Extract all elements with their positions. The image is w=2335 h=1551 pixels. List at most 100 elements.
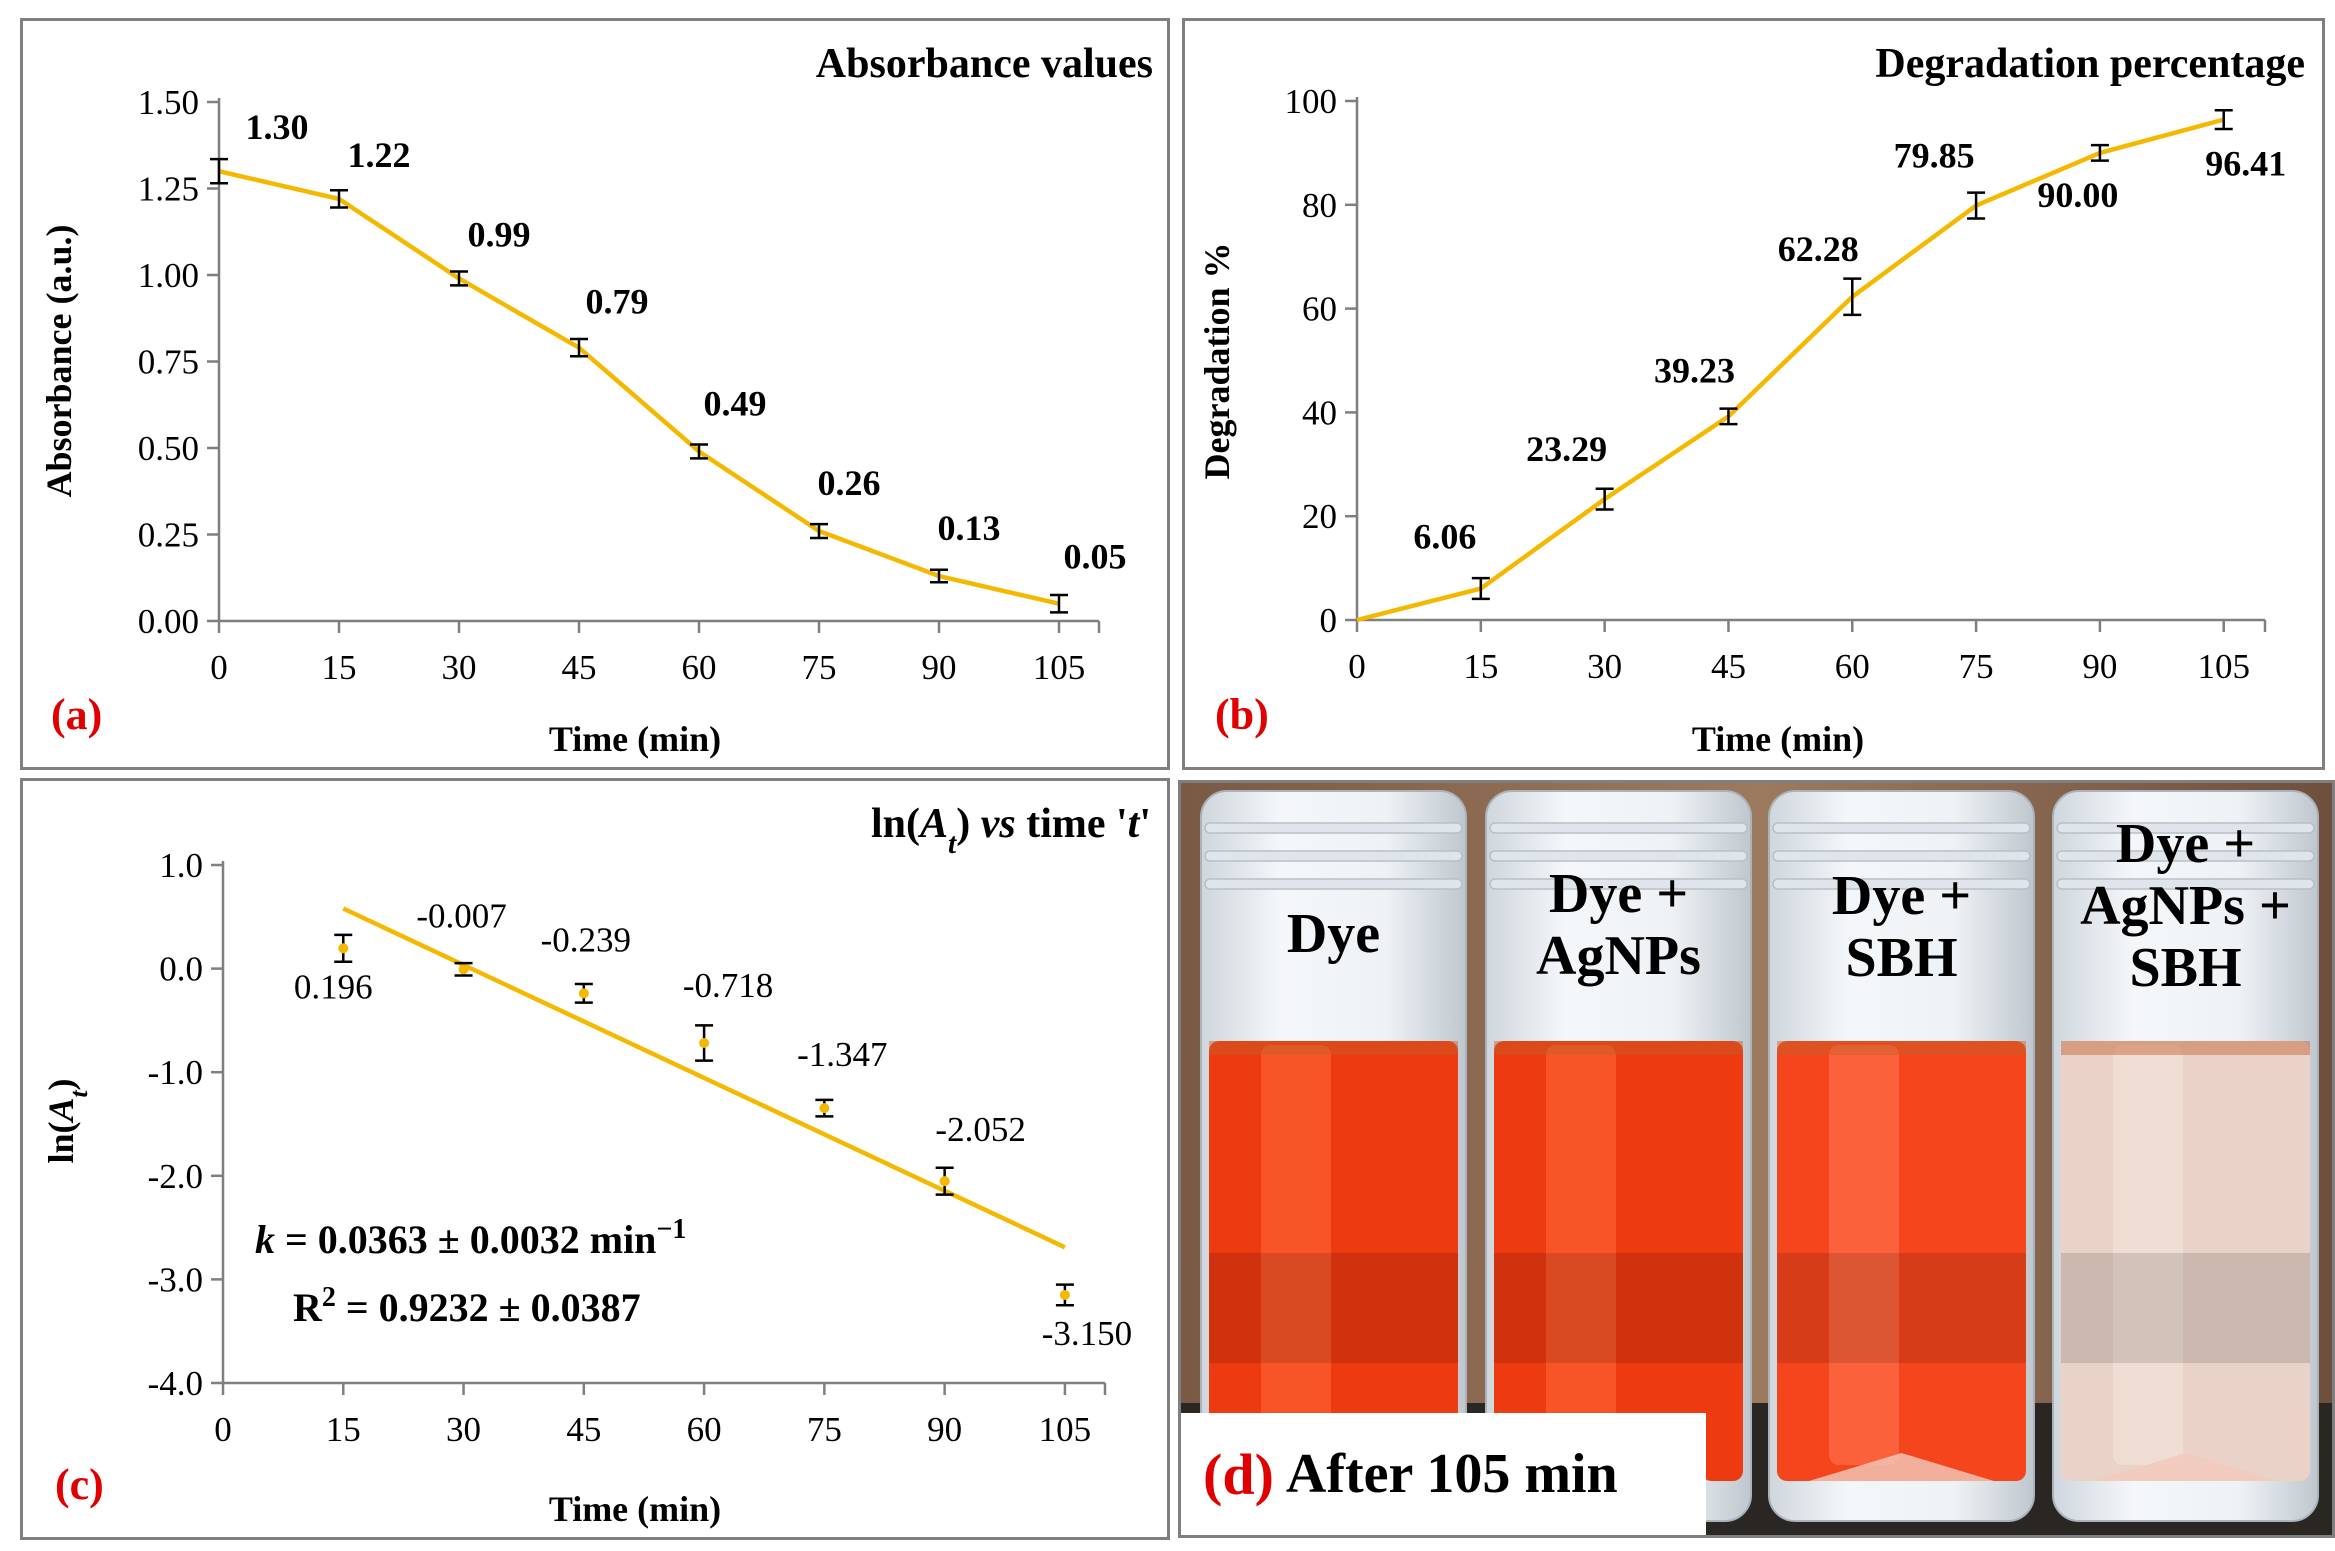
r-squared-part: R [293, 1285, 323, 1330]
chart-title: ln(At) vs time 't' [871, 801, 1151, 860]
data-point [699, 1037, 710, 1048]
vial-thread [2056, 850, 2315, 862]
vial-thread [1772, 878, 2031, 890]
vial-thread [1772, 850, 2031, 862]
chart-title-part: t [948, 828, 957, 860]
vial-label: Dye [1181, 903, 1486, 965]
data-label: 0.13 [938, 508, 1001, 548]
vial-thread [1772, 822, 2031, 834]
x-tick-label: 0 [210, 648, 228, 687]
chart-title-part: ) [956, 801, 981, 847]
vial-bottom [1809, 1453, 1994, 1481]
data-label: 39.23 [1654, 350, 1735, 390]
vial-label-line: Dye + [1548, 863, 1689, 925]
data-label: 0.05 [1064, 537, 1127, 577]
x-axis-label: Time (min) [549, 1489, 721, 1529]
data-label: 96.41 [2205, 144, 2286, 184]
data-point [1059, 1289, 1070, 1300]
y-axis-label: ln(At) [41, 1078, 93, 1163]
vial [1485, 790, 1752, 1522]
x-tick-label: 45 [1711, 647, 1746, 686]
r-squared: R2 = 0.9232 ± 0.0387 [293, 1282, 641, 1331]
data-label: 0.196 [294, 967, 373, 1006]
vial-label-line: AgNPs [1536, 925, 1701, 987]
data-label: 1.30 [246, 107, 309, 147]
y-axis-label: Degradation % [1197, 243, 1237, 480]
y-tick-label: -3.0 [148, 1260, 203, 1299]
y-tick-label: -2.0 [148, 1157, 203, 1196]
vial-meniscus [1209, 1041, 1458, 1055]
x-tick-label: 60 [1835, 647, 1870, 686]
x-tick-label: 60 [682, 648, 717, 687]
x-tick-label: 30 [442, 648, 477, 687]
y-tick-label: 0 [1320, 601, 1338, 640]
data-label: -0.718 [683, 966, 773, 1005]
x-tick-label: 30 [1587, 647, 1622, 686]
vial-label-line: Dye [1286, 903, 1381, 965]
vial-shadow-band [1209, 1253, 1458, 1363]
vial-label-line: Dye + [1831, 865, 1972, 927]
vial-liquid-highlight [1261, 1045, 1331, 1465]
vial-liquid-highlight [1546, 1045, 1616, 1465]
vial-thread [1204, 878, 1463, 890]
chart-title-part: A [917, 801, 948, 847]
y-tick-label: 1.50 [138, 83, 199, 122]
chart-title: Degradation percentage [1875, 41, 2305, 87]
y-tick-label: 0.00 [138, 602, 199, 641]
x-tick-label: 75 [807, 1410, 842, 1449]
vial-label-line: AgNPs + [2080, 875, 2291, 937]
panel-letter-a: (a) [51, 690, 102, 739]
data-label: 6.06 [1413, 517, 1476, 557]
x-tick-label: 90 [927, 1410, 962, 1449]
x-tick-label: 15 [1463, 647, 1498, 686]
vial-liquid-highlight [1829, 1045, 1899, 1465]
vial-label-line: SBH [2129, 937, 2242, 999]
series-line [1356, 117, 2225, 623]
vial-shadow-band [1777, 1253, 2026, 1363]
x-tick-label: 45 [562, 648, 597, 687]
x-tick-label: 105 [1039, 1410, 1092, 1449]
vial-label: Dye + AgNPs + SBH [2033, 813, 2332, 999]
chart-title-part: time ' [1016, 801, 1128, 847]
r-squared-part: 2 [322, 1282, 336, 1313]
x-tick-label: 30 [446, 1410, 481, 1449]
chart-title-part: vs [981, 801, 1016, 847]
vial-label: Dye + AgNPs [1466, 863, 1771, 987]
vial-thread [1489, 850, 1748, 862]
data-label: -1.347 [797, 1035, 887, 1074]
vial-meniscus [1494, 1041, 1743, 1055]
rate-constant-k-part: = 0.0363 ± 0.0032 min [275, 1217, 656, 1262]
x-tick-label: 0 [214, 1410, 232, 1449]
r-squared-part: = 0.9232 ± 0.0387 [336, 1285, 641, 1330]
chart-title-part: ln( [871, 801, 920, 847]
x-tick-label: 0 [1348, 647, 1366, 686]
vial [1768, 790, 2035, 1522]
data-label: 79.85 [1894, 136, 1975, 176]
x-tick-label: 105 [2197, 647, 2250, 686]
y-tick-label: 40 [1302, 393, 1337, 432]
y-axis-label-part: A [41, 1097, 81, 1123]
photo-panel-d: Dye Dye + AgNPs Dye + SBH Dye + AgNPs + SBH (d)… [1178, 780, 2335, 1538]
vial-thread [1204, 850, 1463, 862]
panel-letter-c: (c) [55, 1460, 104, 1509]
data-point [458, 964, 469, 975]
vial-thread [2056, 878, 2315, 890]
absorbance-chart: Absorbance values 0.00 0.25 0.50 0.75 1.00 1.2… [39, 41, 1153, 759]
data-label: 1.22 [348, 135, 411, 175]
data-label: -2.052 [935, 1110, 1025, 1149]
data-label: 0.49 [704, 383, 767, 423]
rate-constant-k-part: k [255, 1217, 275, 1262]
y-tick-label: 20 [1302, 497, 1337, 536]
x-tick-label: 105 [1033, 648, 1086, 687]
vial [1200, 790, 1467, 1522]
x-tick-label: 60 [687, 1410, 722, 1449]
vials-photo [1181, 783, 2332, 1535]
data-point [578, 988, 589, 999]
y-tick-label: 0.0 [159, 950, 203, 989]
vial [2052, 790, 2319, 1522]
data-label: 90.00 [2037, 175, 2118, 215]
vial-meniscus [2061, 1041, 2310, 1055]
x-tick-label: 90 [2082, 647, 2117, 686]
y-axis-label-part: ) [41, 1078, 81, 1090]
x-tick-label: 75 [1959, 647, 1994, 686]
